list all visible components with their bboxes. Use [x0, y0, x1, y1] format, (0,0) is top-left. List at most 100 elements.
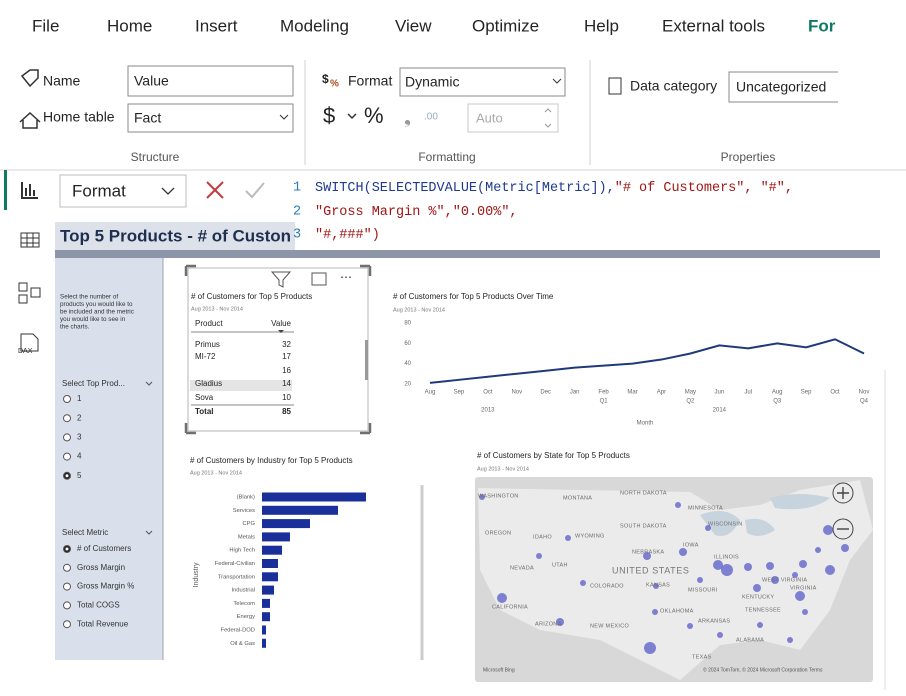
map-label: KENTUCKY [742, 594, 774, 600]
lakes [700, 494, 830, 536]
x-quarter-label: Q2 [686, 399, 695, 405]
x-tick-label: Jun [714, 390, 724, 396]
code-token: "Gross Margin %","0.00%", [315, 205, 518, 220]
menu-item[interactable]: External tools [662, 16, 765, 35]
map-label: MINNESOTA [688, 505, 723, 511]
map-label: TEXAS [692, 654, 712, 660]
table-visual[interactable] [187, 267, 369, 432]
visual-subtitle: Aug 2013 - Nov 2014 [191, 306, 243, 312]
data-category-select[interactable] [728, 71, 849, 103]
chart-subtitle: Aug 2013 - Nov 2014 [393, 307, 445, 313]
map-country-label: UNITED STATES [612, 565, 689, 575]
model-view-icon[interactable] [18, 282, 41, 304]
group-label: Properties [721, 150, 776, 164]
table-view-icon[interactable] [20, 232, 40, 248]
x-tick-label: Nov [859, 390, 870, 396]
cell: Sova [195, 393, 214, 402]
zoom-out[interactable] [832, 518, 854, 540]
map-label: WEST VIRGINIA [762, 577, 807, 583]
radio[interactable] [63, 414, 71, 423]
radio[interactable] [63, 452, 71, 461]
filter-icon[interactable] [270, 271, 292, 288]
zoom-in[interactable] [832, 482, 854, 504]
home-table-select[interactable] [127, 103, 294, 133]
select-value: Uncategorized [736, 79, 826, 95]
menu-item[interactable]: Help [584, 16, 619, 35]
total-cell: Total [195, 407, 214, 416]
x-quarter-label: Q1 [600, 399, 609, 405]
menu-item[interactable]: Modeling [280, 16, 349, 35]
report-view-icon[interactable] [21, 182, 38, 199]
y-tick-label: 20 [404, 381, 411, 387]
dax-view-icon[interactable] [20, 333, 39, 352]
map-label: WASHINGTON [478, 493, 519, 499]
line-number: 2 [293, 205, 301, 220]
x-tick-label: Aug [425, 390, 436, 396]
menu-item[interactable]: File [32, 16, 59, 35]
page-header-bar [55, 250, 880, 258]
cancel-button[interactable] [206, 181, 224, 199]
commit-button[interactable] [245, 182, 265, 199]
bar [262, 559, 278, 568]
y-axis-title: Industry [193, 562, 200, 587]
y-tick-label: Telecom [233, 601, 255, 607]
radio-ring [65, 547, 69, 551]
zoom-in-glyph [837, 487, 849, 499]
map[interactable]: WASHINGTON MONTANA NORTH DAKOTA MINNESOT… [475, 477, 873, 682]
format-select[interactable] [399, 67, 566, 97]
y-tick-label: Oil & Gas [230, 641, 255, 647]
radio[interactable] [63, 563, 71, 572]
code-token: SWITCH(SELECTEDVALUE(Metric[Metric]), [315, 181, 615, 196]
slicer-description: the charts. [60, 324, 90, 331]
select-value: Dynamic [405, 74, 459, 90]
cell: Primus [195, 340, 220, 349]
currency-button: $ [323, 103, 335, 128]
slicer-option: # of Customers [77, 544, 131, 553]
radio[interactable] [63, 620, 71, 629]
data-category-icon [608, 77, 622, 95]
radio[interactable] [63, 433, 71, 442]
code-line: SWITCH(SELECTEDVALUE(Metric[Metric]),"# … [315, 181, 793, 196]
menu-item[interactable]: Home [107, 16, 152, 35]
bar-chart: # of Customers by Industry for Top 5 Pro… [190, 456, 366, 648]
x-tick-label: Nov [511, 390, 522, 396]
radio[interactable] [63, 601, 71, 610]
code-line: "Gross Margin %","0.00%", [315, 205, 518, 220]
slicer-option: 2 [77, 413, 82, 422]
menu-item[interactable]: For [808, 16, 836, 35]
percent-button: % [364, 103, 384, 128]
focus-icon[interactable] [311, 272, 327, 286]
radio[interactable] [63, 582, 71, 591]
map-label: CALIFORNIA [492, 604, 528, 610]
x-tick-label: Dec [540, 390, 551, 396]
line-number: 3 [293, 228, 301, 243]
radio[interactable] [63, 395, 71, 403]
menu-item[interactable]: View [395, 16, 432, 35]
slicer-title: Select Top Prod... [62, 379, 125, 388]
menu-item[interactable]: Insert [195, 16, 238, 35]
map-label: OKLAHOMA [660, 608, 694, 614]
slicer-option: Gross Margin % [77, 582, 134, 591]
name-input[interactable] [127, 65, 294, 97]
bar [262, 492, 366, 502]
label: Home table [43, 109, 115, 125]
y-tick-label: Federal-Civilian [215, 561, 255, 567]
visual-title: # of Customers for Top 5 Products [191, 292, 312, 301]
more-options[interactable]: ⋯ [340, 270, 352, 284]
code-token: "# of Customers", "#", [615, 181, 793, 196]
menu-item[interactable]: Optimize [472, 16, 539, 35]
format-icon: $ [322, 72, 329, 86]
group-label: Formatting [418, 150, 475, 164]
map-label: WYOMING [575, 533, 605, 539]
map-label: ALABAMA [736, 637, 764, 643]
decimal-input[interactable] [467, 103, 559, 133]
selection-handles [184, 264, 372, 435]
x-tick-label: May [685, 390, 696, 396]
column-header: Value [271, 319, 291, 328]
y-tick-label: 80 [404, 321, 411, 327]
chevron [145, 530, 153, 535]
y-tick-label: Energy [237, 614, 255, 620]
chevron [145, 381, 153, 386]
y-tick-label: Services [233, 508, 255, 514]
chart-title: # of Customers for Top 5 Products Over T… [393, 292, 554, 301]
